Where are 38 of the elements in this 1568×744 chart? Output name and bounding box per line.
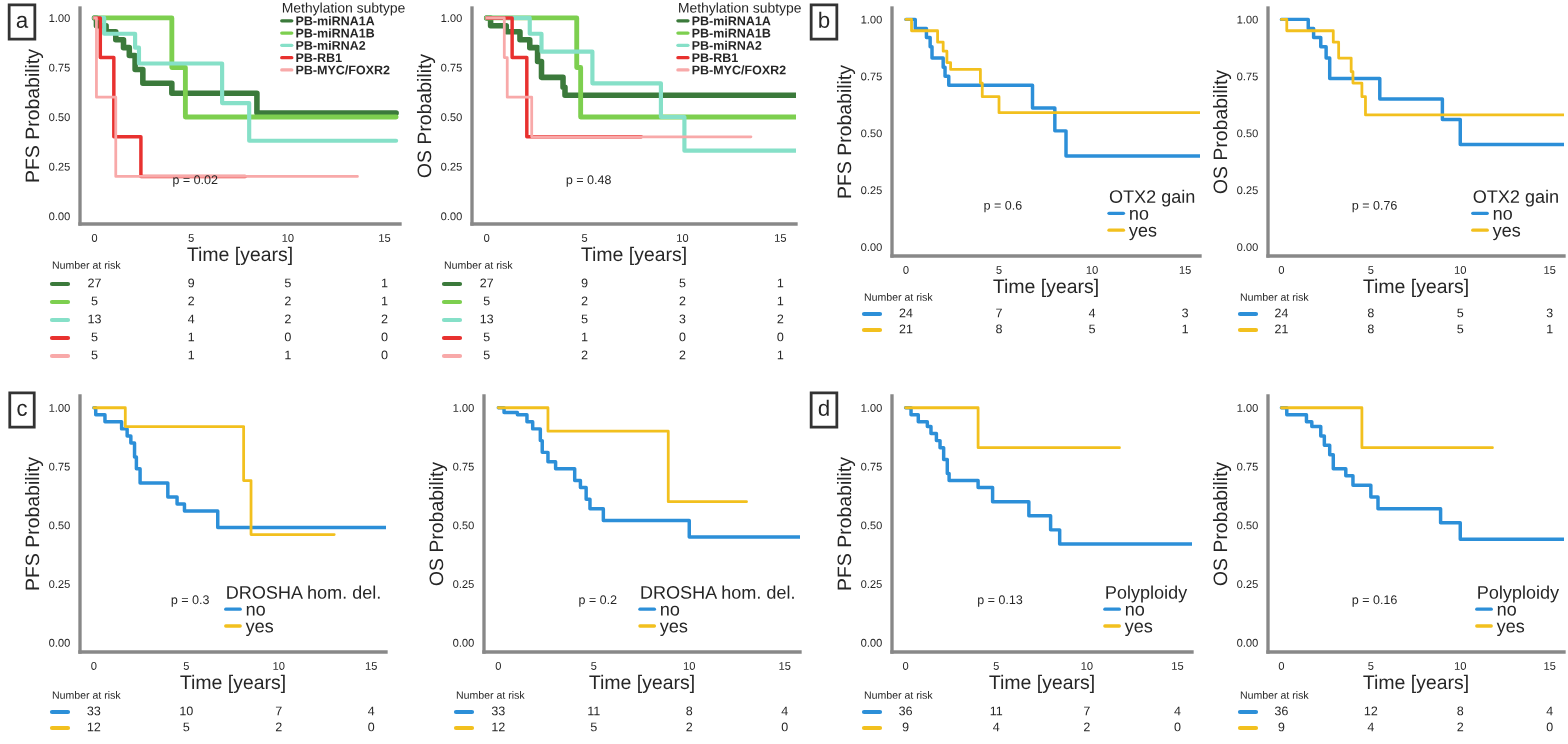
- legend-label: yes: [1492, 226, 1521, 241]
- legend-label: yes: [659, 622, 688, 637]
- x-axis-title: Time [years]: [1363, 278, 1468, 297]
- text: b: [819, 11, 830, 28]
- y-axis-title: OS Probability: [416, 53, 436, 178]
- x-axis-title: Time [years]: [187, 246, 292, 265]
- legend-title: DROSHA hom. del.: [641, 585, 794, 599]
- y-axis-title: PFS Probability: [24, 49, 44, 182]
- x-axis-title: Time [years]: [989, 674, 1094, 693]
- y-axis-title: PFS Probability: [836, 457, 856, 590]
- text: d: [818, 399, 829, 416]
- y-axis-title: OS Probability: [1212, 461, 1232, 586]
- legend-title: Polyploidy: [1478, 585, 1560, 603]
- legend-label: no: [1497, 605, 1516, 616]
- x-axis-title: Time [years]: [993, 278, 1098, 297]
- y-axis-title: OS Probability: [428, 461, 448, 586]
- y-axis-title: OS Probability: [1212, 69, 1232, 194]
- x-axis-title: Time [years]: [1363, 674, 1468, 693]
- x-axis-title: Time [years]: [589, 674, 694, 693]
- legend-label: yes: [1496, 622, 1525, 637]
- legend-label: yes: [1124, 622, 1153, 637]
- legend-label: no: [1130, 209, 1149, 220]
- y-axis-title: PFS Probability: [24, 457, 44, 590]
- legend-title: Polyploidy: [1106, 585, 1188, 603]
- x-axis-title: Time [years]: [581, 246, 686, 265]
- x-axis-title: Time [years]: [180, 674, 285, 693]
- y-axis-title: PFS Probability: [836, 65, 856, 198]
- legend-title: OTX2 gain: [1109, 189, 1195, 207]
- legend-label: no: [661, 605, 680, 616]
- legend-title: DROSHA hom. del.: [227, 585, 380, 599]
- legend-label: yes: [245, 622, 274, 637]
- legend-label: no: [246, 605, 265, 616]
- legend-label: no: [1125, 605, 1145, 616]
- legend-label: no: [1493, 209, 1512, 220]
- legend-title: OTX2 gain: [1473, 189, 1558, 207]
- legend-label: yes: [1128, 226, 1157, 241]
- text: a: [16, 15, 29, 28]
- text: c: [17, 403, 27, 416]
